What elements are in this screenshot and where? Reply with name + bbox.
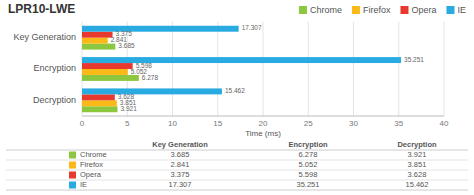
tick-label: 30 <box>349 119 358 128</box>
grid-line <box>217 22 218 116</box>
bar <box>82 106 117 112</box>
table-row-label: Chrome <box>80 150 107 159</box>
table-cell: 6.278 <box>299 150 318 159</box>
table-cell: 3.628 <box>408 170 427 179</box>
grid-line <box>308 22 309 116</box>
data-label: 3.375 <box>116 30 133 37</box>
grid-line <box>444 22 445 116</box>
table-border <box>6 190 468 191</box>
legend-label: Opera <box>411 5 436 15</box>
data-label: 3.921 <box>120 105 137 112</box>
table-border <box>6 150 468 151</box>
bar <box>82 69 128 75</box>
x-axis-line <box>82 116 444 117</box>
chart: LPR10-LWE 0 5 10 15 20 25 30 35 40 Time (ms) Key Ge… <box>0 0 474 195</box>
bars <box>82 26 401 112</box>
bar <box>82 57 401 63</box>
table-swatch <box>69 172 76 179</box>
table-cell: 3.851 <box>408 160 427 169</box>
table-swatch <box>69 152 76 159</box>
legend-swatch <box>446 6 454 14</box>
bar <box>82 63 133 69</box>
legend: Chrome Firefox Opera IE <box>299 5 466 15</box>
bar <box>82 38 108 44</box>
table-header: Key Generation <box>152 140 208 149</box>
table-row-label: Firefox <box>80 160 103 169</box>
bar <box>82 32 113 38</box>
table-row-label: Opera <box>80 170 102 179</box>
table-divider <box>6 160 468 161</box>
category-label: Encryption <box>33 63 76 73</box>
table-cell: 5.052 <box>299 160 318 169</box>
data-labels: 3.6856.2783.9212.8415.0523.8513.3755.598… <box>111 24 425 112</box>
title: LPR10-LWE <box>8 2 75 16</box>
table-divider <box>6 170 468 171</box>
table-row-label: IE <box>80 180 87 189</box>
tick-label: 40 <box>440 119 449 128</box>
bar <box>82 75 139 81</box>
legend-label: Chrome <box>310 5 342 15</box>
table-cell: 35.251 <box>297 180 320 189</box>
tick-label: 0 <box>80 119 85 128</box>
table: Key Generation Encryption Decryption Chrome… <box>6 140 468 190</box>
bar <box>82 100 117 106</box>
bar <box>82 44 115 50</box>
data-label: 5.598 <box>136 62 153 69</box>
table-swatch <box>69 162 76 169</box>
table-cell: 2.841 <box>171 160 190 169</box>
x-axis-label: Time (ms) <box>245 129 281 138</box>
table-divider <box>6 180 468 181</box>
tick-label: 15 <box>213 119 222 128</box>
grid-line <box>398 22 399 116</box>
table-cell: 15.462 <box>406 180 429 189</box>
category-label: Key Generation <box>13 32 76 42</box>
grid <box>82 22 444 116</box>
table-cell: 3.921 <box>408 150 427 159</box>
data-label: 35.251 <box>404 56 424 63</box>
legend-label: IE <box>457 5 466 15</box>
legend-swatch <box>400 6 408 14</box>
legend-swatch <box>299 6 307 14</box>
tick-label: 5 <box>125 119 130 128</box>
bar <box>82 26 239 32</box>
table-cell: 17.307 <box>169 180 192 189</box>
tick-label: 35 <box>394 119 403 128</box>
grid-line <box>263 22 264 116</box>
bar <box>82 88 222 94</box>
data-label: 17.307 <box>242 24 262 31</box>
table-swatch <box>69 182 76 189</box>
grid-line <box>172 22 173 116</box>
grid-line <box>353 22 354 116</box>
category-label: Decryption <box>33 95 76 105</box>
table-cell: 5.598 <box>299 170 318 179</box>
data-label: 3.628 <box>118 93 135 100</box>
legend-label: Firefox <box>363 5 391 15</box>
tick-label: 10 <box>168 119 177 128</box>
table-cell: 3.685 <box>171 150 190 159</box>
data-label: 15.462 <box>225 87 245 94</box>
legend-swatch <box>352 6 360 14</box>
data-label: 3.851 <box>120 99 137 106</box>
table-header: Decryption <box>397 140 437 149</box>
tick-label: 20 <box>259 119 268 128</box>
bar <box>82 94 115 100</box>
table-cell: 3.375 <box>171 170 190 179</box>
table-header: Encryption <box>288 140 328 149</box>
tick-label: 25 <box>304 119 313 128</box>
